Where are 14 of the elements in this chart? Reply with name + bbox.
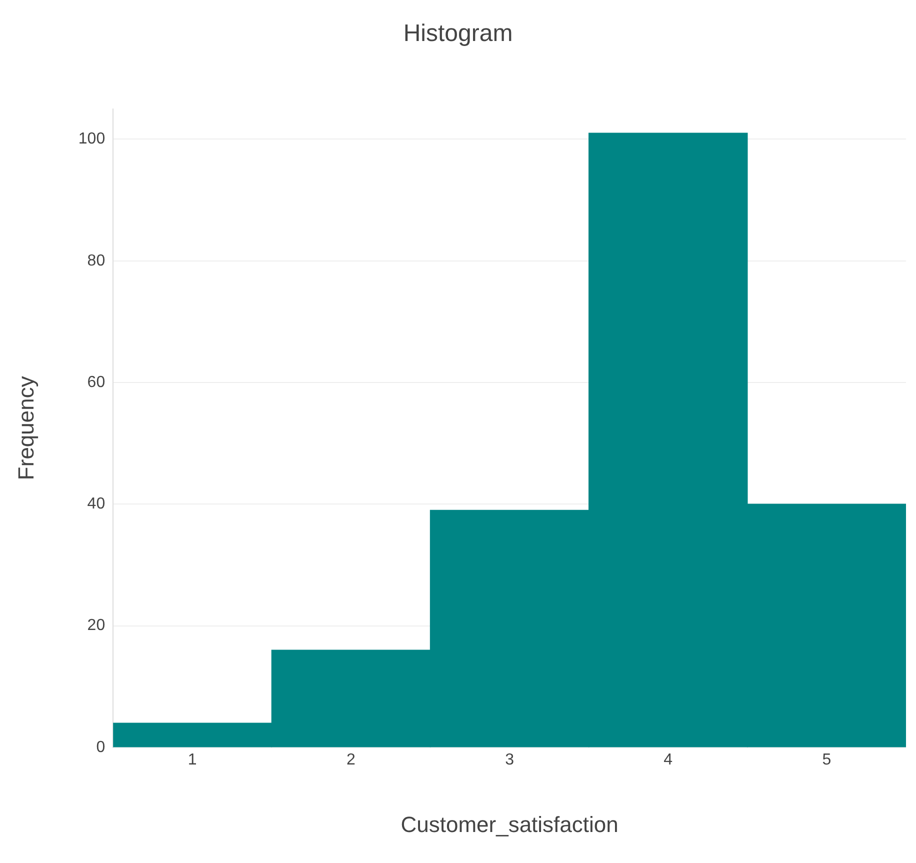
y-tick-label: 80 xyxy=(87,252,106,270)
x-tick-label: 4 xyxy=(664,751,673,768)
y-tick-label: 0 xyxy=(96,738,106,756)
y-tick-label: 60 xyxy=(87,374,106,391)
chart-title: Histogram xyxy=(403,20,513,48)
x-tick-label: 5 xyxy=(822,751,832,768)
y-tick-label: 100 xyxy=(78,130,106,148)
x-tick-label: 3 xyxy=(505,751,514,768)
y-tick-label: 20 xyxy=(87,617,106,634)
x-tick-label: 1 xyxy=(188,751,197,768)
x-axis-title: Customer_satisfaction xyxy=(400,812,618,837)
y-axis-title: Frequency xyxy=(13,376,38,480)
y-tick-label: 40 xyxy=(87,496,106,513)
x-tick-label: 2 xyxy=(346,751,356,768)
